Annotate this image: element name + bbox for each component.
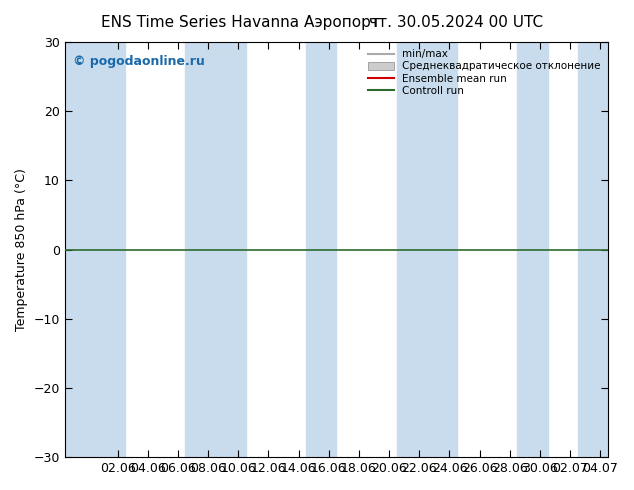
Bar: [65, 42, 125, 457]
Text: чт. 30.05.2024 00 UTC: чт. 30.05.2024 00 UTC: [370, 15, 543, 30]
Bar: [397, 42, 457, 457]
Text: ENS Time Series Havanna Аэропорт: ENS Time Series Havanna Аэропорт: [101, 15, 380, 30]
Legend: min/max, Среднеквадратическое отклонение, Ensemble mean run, Controll run: min/max, Среднеквадратическое отклонение…: [366, 47, 603, 98]
Bar: [306, 42, 337, 457]
Text: © pogodaonline.ru: © pogodaonline.ru: [73, 54, 205, 68]
Bar: [517, 42, 548, 457]
Bar: [186, 42, 246, 457]
Bar: [578, 42, 608, 457]
Y-axis label: Temperature 850 hPa (°C): Temperature 850 hPa (°C): [15, 168, 28, 331]
